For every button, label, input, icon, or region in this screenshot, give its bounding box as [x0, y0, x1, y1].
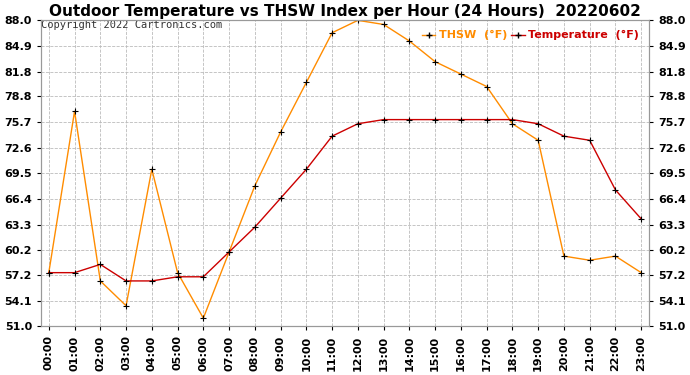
- Title: Outdoor Temperature vs THSW Index per Hour (24 Hours)  20220602: Outdoor Temperature vs THSW Index per Ho…: [49, 4, 641, 19]
- Text: Copyright 2022 Cartronics.com: Copyright 2022 Cartronics.com: [41, 20, 222, 30]
- Legend: THSW  (°F), Temperature  (°F): THSW (°F), Temperature (°F): [417, 26, 643, 45]
